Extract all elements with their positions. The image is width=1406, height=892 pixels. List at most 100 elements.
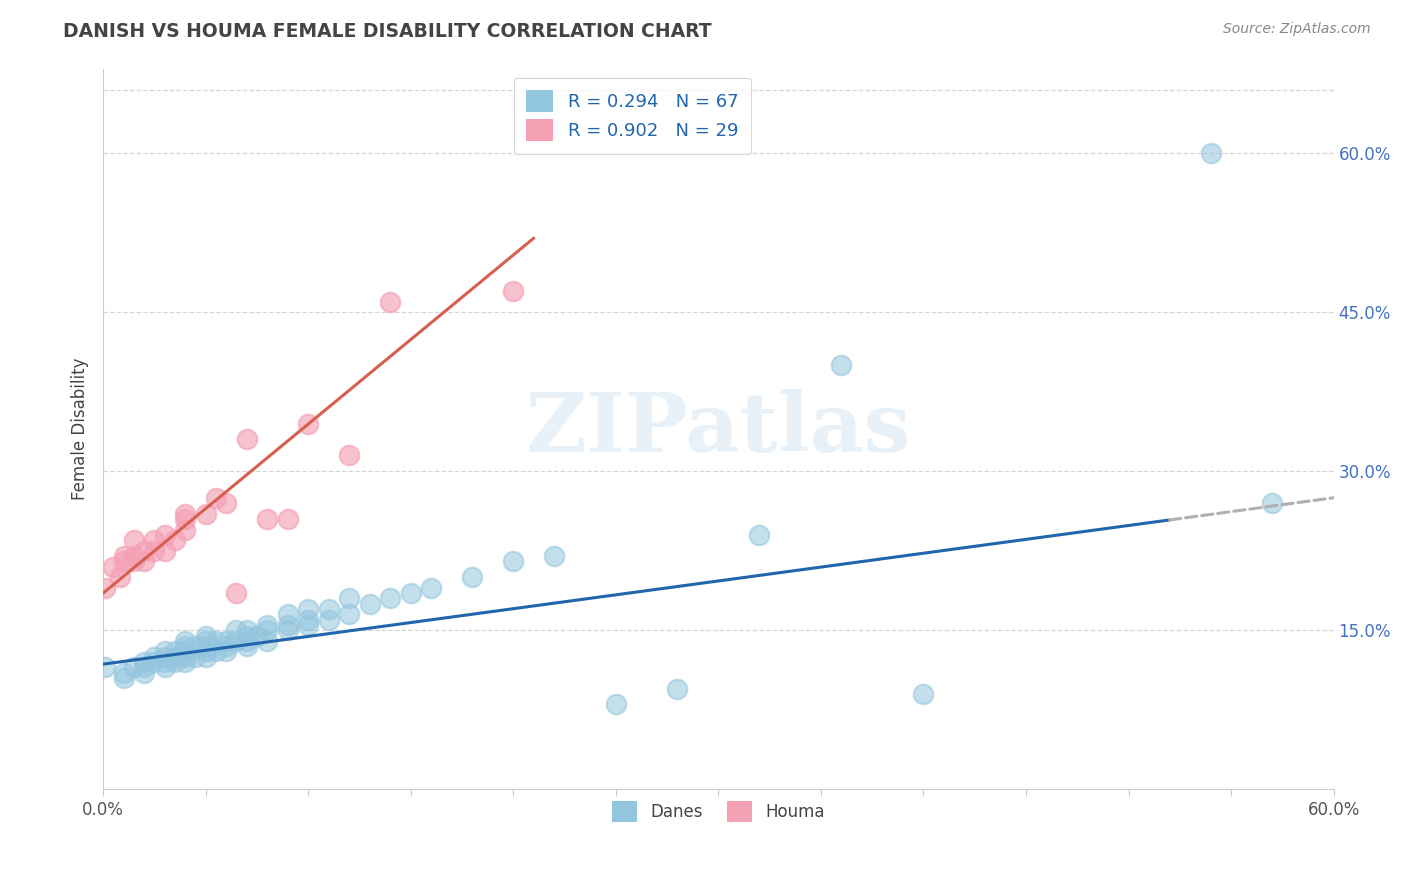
- Point: [205, 644, 228, 658]
- Point: [194, 644, 217, 658]
- Point: [163, 649, 186, 664]
- Point: [235, 624, 257, 638]
- Point: [134, 660, 156, 674]
- Point: [174, 507, 197, 521]
- Point: [215, 633, 238, 648]
- Point: [134, 655, 156, 669]
- Point: [215, 644, 238, 658]
- Point: [153, 528, 176, 542]
- Point: [215, 496, 238, 510]
- Point: [134, 543, 156, 558]
- Point: [256, 633, 278, 648]
- Point: [256, 618, 278, 632]
- Point: [235, 628, 257, 642]
- Point: [359, 597, 381, 611]
- Point: [297, 417, 319, 431]
- Point: [112, 549, 135, 563]
- Point: [297, 613, 319, 627]
- Point: [277, 512, 299, 526]
- Point: [318, 602, 340, 616]
- Point: [1199, 146, 1222, 161]
- Point: [94, 581, 117, 595]
- Point: [112, 671, 135, 685]
- Point: [194, 507, 217, 521]
- Point: [235, 433, 257, 447]
- Text: ZIPatlas: ZIPatlas: [526, 389, 911, 469]
- Point: [225, 624, 247, 638]
- Point: [605, 698, 627, 712]
- Point: [205, 491, 228, 505]
- Point: [215, 639, 238, 653]
- Point: [297, 602, 319, 616]
- Point: [277, 607, 299, 622]
- Point: [143, 543, 166, 558]
- Point: [122, 554, 145, 568]
- Point: [174, 512, 197, 526]
- Text: DANISH VS HOUMA FEMALE DISABILITY CORRELATION CHART: DANISH VS HOUMA FEMALE DISABILITY CORREL…: [63, 22, 711, 41]
- Point: [194, 639, 217, 653]
- Point: [153, 655, 176, 669]
- Point: [830, 359, 852, 373]
- Point: [420, 581, 443, 595]
- Point: [174, 649, 197, 664]
- Point: [297, 618, 319, 632]
- Point: [256, 512, 278, 526]
- Point: [461, 570, 484, 584]
- Point: [163, 655, 186, 669]
- Point: [163, 533, 186, 548]
- Point: [108, 570, 131, 584]
- Point: [112, 554, 135, 568]
- Point: [225, 633, 247, 648]
- Text: Source: ZipAtlas.com: Source: ZipAtlas.com: [1223, 22, 1371, 37]
- Point: [153, 649, 176, 664]
- Point: [153, 660, 176, 674]
- Point: [174, 644, 197, 658]
- Point: [256, 624, 278, 638]
- Point: [163, 644, 186, 658]
- Point: [205, 633, 228, 648]
- Point: [502, 284, 524, 298]
- Point: [184, 639, 207, 653]
- Y-axis label: Female Disability: Female Disability: [72, 358, 89, 500]
- Legend: Danes, Houma: Danes, Houma: [598, 788, 838, 835]
- Point: [112, 665, 135, 680]
- Point: [143, 533, 166, 548]
- Point: [337, 449, 360, 463]
- Point: [194, 649, 217, 664]
- Point: [666, 681, 689, 696]
- Point: [246, 628, 269, 642]
- Point: [748, 528, 770, 542]
- Point: [153, 543, 176, 558]
- Point: [1261, 496, 1284, 510]
- Point: [122, 660, 145, 674]
- Point: [337, 591, 360, 606]
- Point: [543, 549, 565, 563]
- Point: [134, 665, 156, 680]
- Point: [380, 294, 402, 309]
- Point: [184, 649, 207, 664]
- Point: [174, 523, 197, 537]
- Point: [235, 633, 257, 648]
- Point: [122, 549, 145, 563]
- Point: [277, 624, 299, 638]
- Point: [277, 618, 299, 632]
- Point: [134, 554, 156, 568]
- Point: [194, 628, 217, 642]
- Point: [174, 633, 197, 648]
- Point: [912, 687, 935, 701]
- Point: [194, 633, 217, 648]
- Point: [174, 639, 197, 653]
- Point: [235, 639, 257, 653]
- Point: [380, 591, 402, 606]
- Point: [174, 655, 197, 669]
- Point: [94, 660, 117, 674]
- Point: [318, 613, 340, 627]
- Point: [337, 607, 360, 622]
- Point: [225, 586, 247, 600]
- Point: [103, 559, 125, 574]
- Point: [143, 649, 166, 664]
- Point: [399, 586, 422, 600]
- Point: [153, 644, 176, 658]
- Point: [143, 655, 166, 669]
- Point: [122, 533, 145, 548]
